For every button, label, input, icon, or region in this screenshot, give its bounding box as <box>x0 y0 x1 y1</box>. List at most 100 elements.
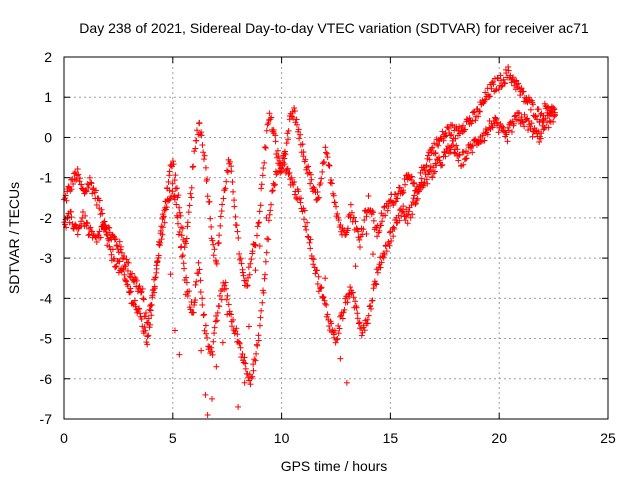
data-point <box>328 320 335 327</box>
data-point <box>272 138 279 145</box>
data-point <box>173 185 180 192</box>
data-point <box>489 124 496 131</box>
data-point <box>87 224 94 231</box>
data-point <box>333 203 340 210</box>
data-point <box>285 127 292 134</box>
data-point <box>62 221 69 228</box>
data-point <box>172 172 179 179</box>
data-point <box>385 239 392 246</box>
data-point <box>377 264 384 271</box>
data-point <box>358 332 365 339</box>
data-point <box>241 379 248 386</box>
data-point <box>226 308 233 315</box>
data-point <box>252 241 259 248</box>
x-tick-label: 10 <box>274 430 290 446</box>
data-point <box>335 217 342 224</box>
data-point <box>521 123 528 130</box>
data-point <box>525 127 532 134</box>
data-point <box>257 314 264 321</box>
data-point <box>423 176 430 183</box>
data-point <box>319 160 326 167</box>
x-tick-label: 20 <box>491 430 507 446</box>
data-point <box>434 141 441 148</box>
data-point <box>150 286 157 293</box>
data-point <box>376 227 383 234</box>
data-point <box>291 104 298 111</box>
data-point <box>352 218 359 225</box>
data-point <box>405 208 412 215</box>
data-point <box>551 106 558 113</box>
data-point <box>310 261 317 268</box>
data-point <box>191 148 198 155</box>
data-point <box>403 212 410 219</box>
data-point <box>374 233 381 240</box>
data-point <box>209 237 216 244</box>
data-point <box>113 263 120 270</box>
data-point <box>279 166 286 173</box>
data-point <box>251 356 258 363</box>
data-point <box>189 164 196 171</box>
data-point <box>224 292 231 299</box>
data-point <box>144 333 151 340</box>
data-point <box>469 118 476 125</box>
data-point <box>455 151 462 158</box>
data-point <box>303 226 310 233</box>
data-point <box>363 230 370 237</box>
data-point <box>471 109 478 116</box>
data-point <box>161 219 168 226</box>
data-point <box>356 319 363 326</box>
data-point <box>217 292 224 299</box>
data-point <box>424 180 431 187</box>
data-point <box>237 344 244 351</box>
data-point <box>201 152 208 159</box>
data-point <box>305 163 312 170</box>
data-point <box>357 244 364 251</box>
data-point <box>527 123 534 130</box>
data-point <box>486 93 493 100</box>
data-point <box>413 197 420 204</box>
data-point <box>63 197 70 204</box>
data-point <box>365 192 372 199</box>
data-point <box>356 236 363 243</box>
data-point <box>412 200 419 207</box>
data-point <box>255 337 262 344</box>
data-point <box>326 162 333 169</box>
data-point <box>462 126 469 133</box>
data-point <box>390 224 397 231</box>
data-point <box>232 328 239 335</box>
data-point <box>299 141 306 148</box>
data-point <box>447 121 454 128</box>
data-point <box>204 334 211 341</box>
data-point <box>364 316 371 323</box>
data-point <box>199 301 206 308</box>
data-point <box>239 350 246 357</box>
data-point <box>295 188 302 195</box>
data-point <box>119 266 126 273</box>
data-point <box>258 181 265 188</box>
data-point <box>74 231 81 238</box>
data-point <box>229 323 236 330</box>
data-point <box>237 255 244 262</box>
data-point <box>215 239 222 246</box>
data-point <box>302 223 309 230</box>
data-point <box>200 156 207 163</box>
data-point <box>204 176 211 183</box>
data-point <box>182 291 189 298</box>
data-point <box>114 243 121 250</box>
data-point <box>281 155 288 162</box>
data-point <box>323 150 330 157</box>
data-point <box>400 209 407 216</box>
data-point <box>205 343 212 350</box>
data-point <box>304 219 311 226</box>
data-point <box>341 306 348 313</box>
data-point <box>275 153 282 160</box>
data-point <box>176 209 183 216</box>
data-point <box>263 249 270 256</box>
data-point <box>322 275 329 282</box>
data-point <box>481 137 488 144</box>
data-point <box>308 176 315 183</box>
data-point <box>236 250 243 257</box>
data-point <box>492 87 499 94</box>
data-point <box>253 350 260 357</box>
data-point <box>407 214 414 221</box>
